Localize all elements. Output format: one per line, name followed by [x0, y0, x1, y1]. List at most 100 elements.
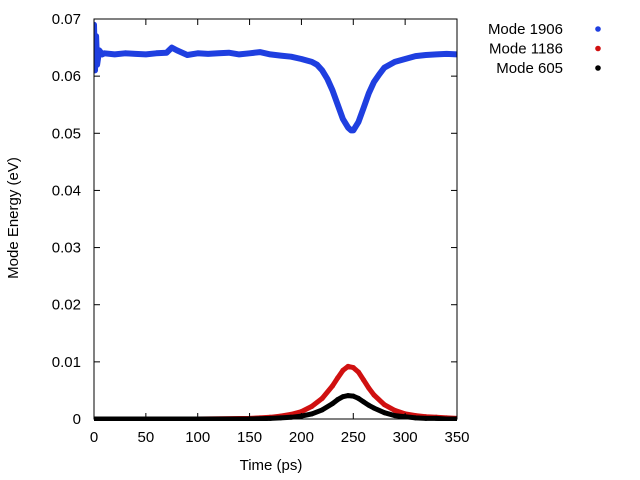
data-point — [381, 65, 387, 71]
data-point — [361, 105, 367, 111]
series-mode-1906 — [94, 21, 457, 134]
data-point — [350, 365, 356, 371]
data-point — [376, 71, 382, 77]
data-point — [330, 87, 336, 93]
data-point — [314, 62, 320, 68]
data-point — [278, 53, 284, 59]
data-point — [413, 415, 419, 421]
data-point — [247, 50, 253, 56]
data-point — [205, 51, 211, 57]
data-point — [330, 383, 336, 389]
data-point — [366, 90, 372, 96]
data-point — [340, 394, 346, 400]
data-point — [195, 50, 201, 56]
data-point — [278, 415, 284, 421]
data-point — [340, 116, 346, 122]
data-point — [319, 407, 325, 413]
data-point — [112, 51, 118, 57]
x-tick-label: 100 — [185, 429, 210, 446]
data-point — [392, 413, 398, 419]
data-point — [164, 50, 170, 56]
data-point — [122, 50, 128, 56]
y-tick-label: 0 — [73, 411, 81, 428]
y-tick-label: 0.01 — [52, 354, 81, 371]
x-tick-label: 150 — [237, 429, 262, 446]
y-tick-label: 0.06 — [52, 68, 81, 85]
data-point — [132, 51, 138, 57]
data-point — [319, 67, 325, 73]
data-point — [184, 52, 190, 58]
data-point — [226, 50, 232, 56]
data-point — [433, 415, 439, 421]
data-point — [392, 407, 398, 413]
data-point — [309, 411, 315, 417]
data-point — [423, 415, 429, 421]
x-tick-label: 350 — [444, 429, 469, 446]
data-point — [96, 47, 102, 53]
data-point — [309, 403, 315, 409]
data-point — [444, 51, 450, 57]
data-point — [345, 393, 351, 399]
data-point — [350, 393, 356, 399]
legend-marker — [595, 45, 601, 52]
x-axis-label: Time (ps) — [240, 457, 303, 474]
data-point — [381, 402, 387, 408]
data-point — [423, 52, 429, 58]
data-point — [169, 45, 175, 51]
data-point — [94, 33, 99, 39]
data-point — [309, 59, 315, 65]
data-point — [350, 127, 356, 133]
data-point — [174, 47, 180, 53]
axes: 0 50 100 150 200 250 300 350 0 0.01 0.02 0.03 0.04 0.… — [52, 11, 470, 446]
data-point — [267, 415, 273, 421]
y-tick-label: 0.05 — [52, 125, 81, 142]
data-point — [267, 51, 273, 57]
y-tick-label: 0.02 — [52, 297, 81, 314]
legend-marker — [595, 26, 601, 32]
y-tick-label: 0.07 — [52, 11, 81, 28]
legend-marker — [595, 65, 601, 71]
data-point — [361, 399, 367, 405]
data-point — [433, 51, 439, 57]
legend-entry-label: Mode 1186 — [489, 41, 563, 58]
data-point — [413, 53, 419, 59]
data-point — [319, 395, 325, 401]
data-point — [94, 67, 98, 73]
data-point — [454, 51, 457, 57]
x-tick-label: 200 — [289, 429, 314, 446]
data-point — [371, 392, 377, 398]
data-point — [324, 76, 330, 82]
data-point — [94, 62, 100, 68]
data-point — [288, 54, 294, 60]
x-tick-label: 0 — [90, 429, 98, 446]
data-point — [335, 102, 341, 108]
y-tick-label: 0.04 — [52, 182, 81, 199]
data-point — [215, 50, 221, 56]
legend: Mode 1906 Mode 1186 Mode 605 — [488, 21, 601, 77]
data-point — [257, 49, 263, 55]
data-point — [298, 409, 304, 415]
x-tick-label: 300 — [393, 429, 418, 446]
data-point — [94, 22, 97, 28]
data-point — [361, 377, 367, 383]
data-point — [335, 375, 341, 381]
data-point — [355, 369, 361, 375]
data-point — [298, 56, 304, 62]
data-point — [335, 397, 341, 403]
x-tick-label: 50 — [138, 429, 155, 446]
x-tick-label: 250 — [341, 429, 366, 446]
data-point — [340, 367, 346, 373]
legend-entry-label: Mode 605 — [496, 60, 563, 77]
data-point — [381, 410, 387, 416]
y-tick-label: 0.03 — [52, 240, 81, 257]
data-point — [366, 385, 372, 391]
data-point — [371, 79, 377, 85]
data-point — [355, 395, 361, 401]
data-point — [402, 56, 408, 62]
data-point — [153, 50, 159, 56]
data-point — [236, 51, 242, 57]
data-point — [101, 50, 107, 56]
data-point — [392, 59, 398, 65]
data-point — [345, 363, 351, 369]
